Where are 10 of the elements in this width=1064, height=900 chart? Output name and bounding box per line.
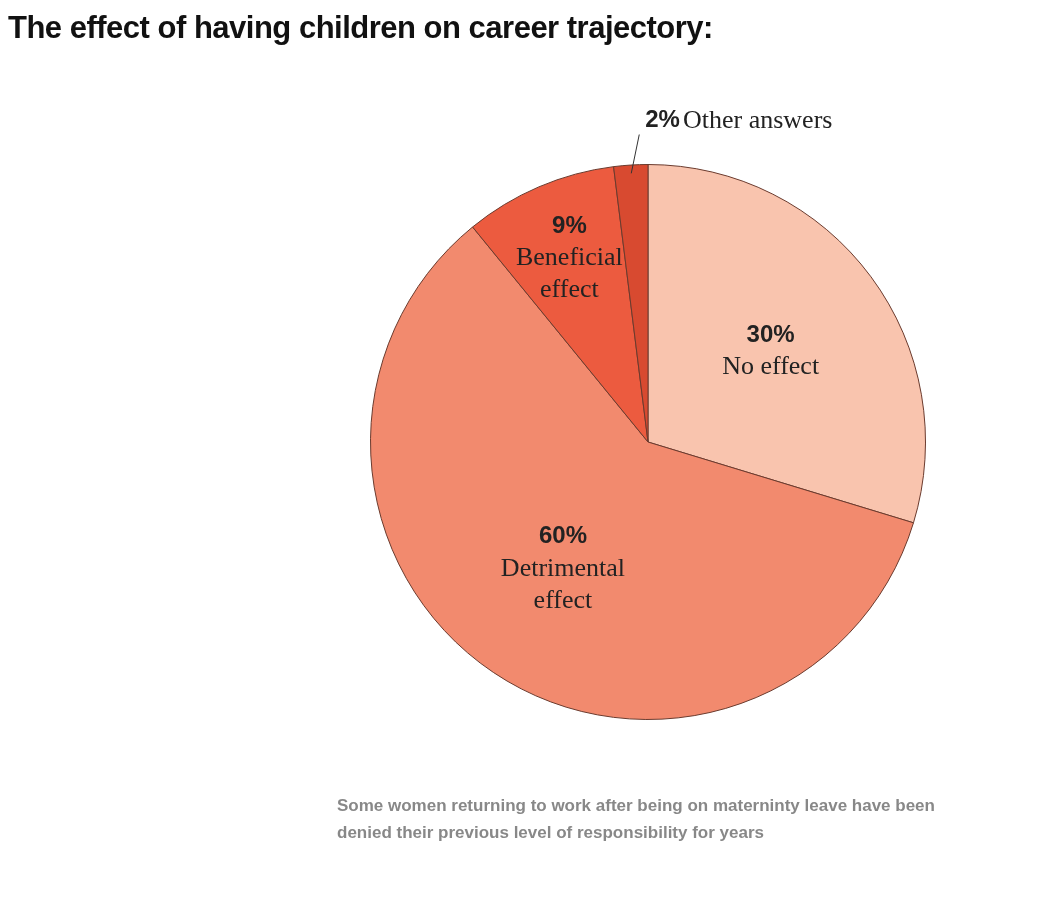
chart-title: The effect of having children on career trajectory: bbox=[8, 10, 713, 46]
data-label: 30% bbox=[746, 319, 795, 347]
data-label: 9% bbox=[552, 210, 587, 238]
slice-label: Detrimental effect bbox=[500, 552, 626, 614]
slice-label: Beneficial effect bbox=[515, 242, 623, 304]
slice-label: No effect bbox=[722, 350, 820, 380]
slice-label: Other answers bbox=[682, 105, 833, 135]
data-label: 2% bbox=[645, 105, 680, 133]
text: Some women returning to work after being on materninty leave have been denied their previous level of responsibility for years bbox=[337, 795, 936, 845]
data-label: 60% bbox=[538, 521, 587, 549]
